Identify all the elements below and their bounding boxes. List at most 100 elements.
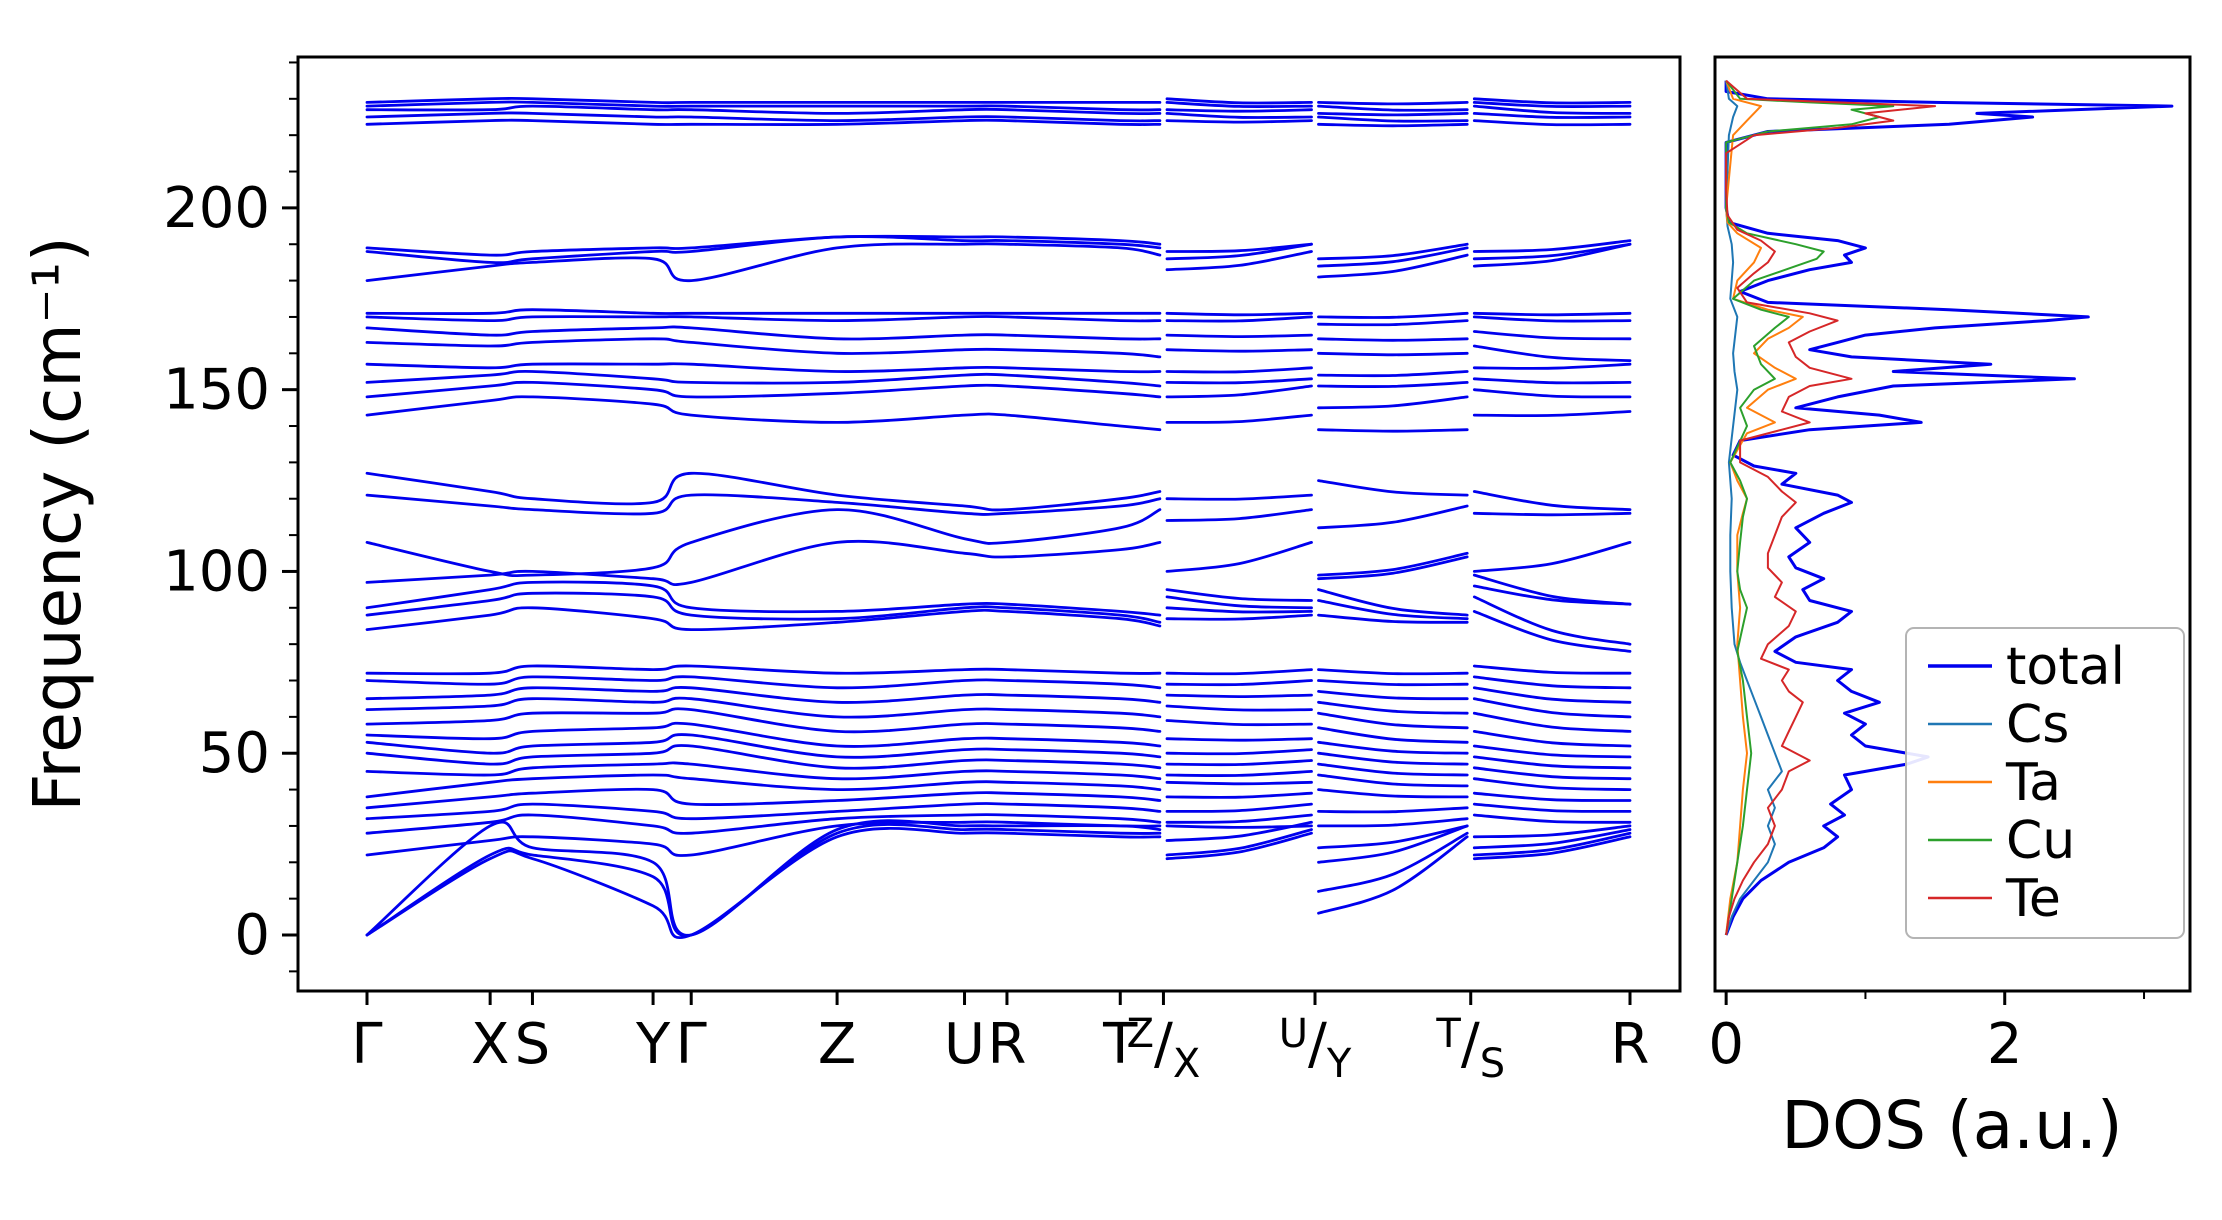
legend-label-Cu: Cu [2006,811,2075,871]
dos-axes-frame [1713,55,2192,993]
y-tick-label: 150 [163,358,270,423]
y-axis-label: Frequency (cm⁻¹) [19,236,96,811]
band-line [1165,668,1313,676]
band-line [1165,541,1313,573]
dos-curve-Ta [1725,80,1804,936]
band-line [1317,773,1469,788]
band-line [1317,679,1469,687]
band-line [1472,239,1632,253]
band-line [1472,377,1632,385]
k-point-label: R [1611,1012,1650,1077]
band-line [1165,333,1313,338]
band-line [1317,246,1469,268]
band-line [1165,813,1313,824]
band-line [1165,101,1313,109]
dos-curve-Te [1725,79,1937,936]
band-line [1317,740,1469,755]
legend-label-Ta: Ta [2005,753,2061,813]
band-line [1472,802,1632,813]
band-line [365,591,1162,624]
band-line [365,664,1162,676]
phonon-bands [365,96,1632,940]
band-line [1317,337,1469,342]
band-line [1165,831,1313,861]
band-line [1317,831,1469,893]
band-line [1317,370,1469,378]
band-line [1317,751,1469,766]
band-line [365,96,1162,105]
band-line [365,471,1162,512]
k-point-label: Γ [676,1012,707,1077]
band-line [1165,719,1313,727]
band-line [1317,806,1469,814]
band-line [1165,770,1313,778]
band-line [365,744,1162,770]
band-line [1165,759,1313,767]
dos-curve-Cu [1725,79,1895,936]
k-point-label: X [471,1012,509,1077]
band-line [1472,344,1632,362]
band-line [365,234,1162,257]
band-line [1165,366,1313,374]
band-line [1165,97,1313,105]
band-line [1317,835,1469,915]
band-line [1317,599,1469,621]
band-line [365,235,1162,265]
dos-x-tick-label: 0 [1708,1012,1744,1077]
band-line [1472,573,1632,606]
band-line [1165,250,1313,272]
band-line [365,508,1162,578]
band-line [1165,693,1313,698]
band-line [1317,788,1469,799]
band-line [1472,686,1632,704]
band-line [1472,755,1632,770]
band-line [1317,555,1469,581]
y-tick-label: 100 [163,539,270,604]
band-line [1165,508,1313,522]
band-line [1317,479,1469,497]
band-line [1472,828,1632,850]
band-line [1472,97,1632,105]
band-line [1165,595,1313,610]
band-line [1472,744,1632,759]
band-line [1317,668,1469,676]
band-line [1317,104,1469,112]
band-line [1317,824,1469,864]
k-point-label: R [988,1012,1027,1077]
band-line [365,606,1162,632]
legend-label-Te: Te [2005,869,2061,929]
band-line [1165,588,1313,602]
band-line [1317,253,1469,279]
band-line [1165,802,1313,813]
band-line [1317,112,1469,117]
band-line [1472,490,1632,511]
k-point-label: T [1102,1012,1138,1077]
band-line [365,337,1162,359]
band-line [1472,813,1632,824]
band-line [365,721,1162,748]
dos-curve-Cs [1725,80,1783,936]
k-point-label: Y [635,1012,671,1077]
band-line [365,395,1162,432]
band-line [1472,112,1632,119]
band-line [1317,613,1469,624]
band-line [1317,711,1469,730]
band-line [1472,388,1632,399]
y-tick-label: 200 [163,176,270,241]
band-line [1165,820,1313,842]
k-point-label: U/Y [1279,1011,1352,1087]
band-line [1317,351,1469,357]
band-line [1317,824,1469,850]
band-line [365,813,1162,835]
band-line [1472,730,1632,748]
band-line [1317,690,1469,701]
band-line [1165,679,1313,687]
band-line [1317,101,1469,106]
band-line [365,696,1162,719]
band-line [1317,115,1469,123]
band-line [1317,762,1469,777]
band-line [1472,831,1632,857]
band-line [1472,541,1632,573]
